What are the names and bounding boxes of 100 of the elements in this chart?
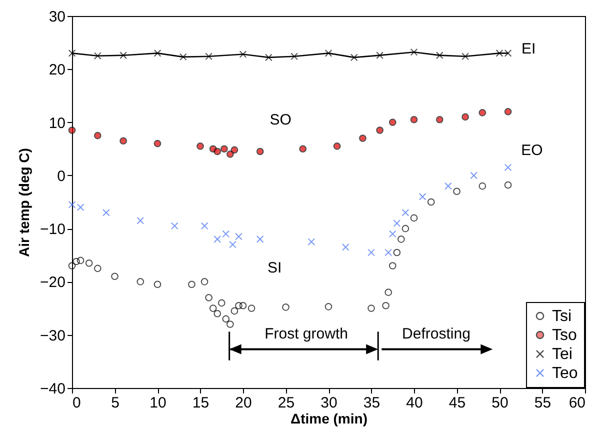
point — [68, 262, 76, 270]
point — [68, 50, 76, 57]
point — [418, 193, 426, 200]
point — [402, 208, 410, 216]
point — [376, 52, 384, 59]
point — [111, 272, 118, 280]
point — [230, 146, 238, 154]
point — [256, 236, 264, 243]
point — [384, 288, 392, 296]
y-tick-label: −10 — [40, 221, 66, 238]
point — [76, 204, 84, 211]
x-tick-label: 15 — [192, 394, 210, 412]
point — [504, 108, 512, 116]
point — [72, 258, 80, 266]
annotation: Defrosting — [402, 325, 470, 342]
point — [214, 236, 222, 243]
point — [235, 232, 242, 240]
point — [478, 109, 486, 116]
point — [235, 302, 242, 310]
point — [170, 222, 178, 230]
point — [388, 118, 396, 126]
point — [214, 148, 222, 156]
legend-label: Tsi — [552, 308, 572, 325]
point — [205, 52, 212, 60]
x-tick-label: 60 — [568, 394, 586, 412]
point — [324, 303, 332, 310]
annotation: SI — [268, 259, 282, 276]
point — [382, 302, 390, 310]
point — [188, 280, 196, 288]
legend-label: Teo — [552, 365, 578, 382]
point — [226, 320, 234, 328]
point — [218, 299, 226, 307]
annotation: EI — [521, 40, 536, 58]
point — [229, 240, 236, 248]
point — [196, 142, 204, 150]
point — [462, 52, 469, 60]
point — [179, 53, 187, 61]
point — [102, 208, 110, 216]
point — [462, 113, 469, 121]
point — [410, 48, 418, 56]
point — [368, 248, 375, 256]
point — [384, 248, 392, 256]
x-tick-label: 35 — [363, 394, 380, 412]
y-tick-label: −30 — [40, 327, 66, 344]
x-tick-label: 20 — [235, 394, 252, 412]
point — [222, 230, 230, 238]
x-tick-label: 10 — [150, 394, 166, 412]
x-tick-label: 30 — [320, 394, 338, 412]
point — [436, 52, 444, 59]
point — [68, 126, 76, 134]
point — [410, 214, 418, 222]
point — [94, 52, 102, 60]
point — [470, 172, 478, 180]
point — [68, 200, 76, 208]
point — [324, 50, 332, 57]
point — [402, 224, 410, 232]
point — [200, 222, 208, 230]
point — [120, 137, 127, 145]
annotation: SO — [270, 112, 292, 129]
x-tick-label: 25 — [278, 394, 295, 412]
point — [350, 54, 358, 62]
point — [120, 52, 127, 59]
annotation: Frost growth — [264, 325, 348, 342]
y-tick-label: −20 — [40, 274, 66, 292]
point — [136, 216, 144, 224]
point — [94, 132, 102, 140]
point — [76, 256, 84, 264]
legend-label: Tei — [552, 346, 572, 363]
x-tick-label: 45 — [448, 394, 466, 412]
point — [154, 280, 162, 288]
annotation: EO — [521, 142, 543, 159]
point — [290, 52, 298, 60]
y-tick-label: 30 — [48, 8, 66, 26]
point — [239, 302, 247, 310]
point — [94, 264, 102, 272]
point — [453, 188, 460, 196]
point — [427, 198, 435, 206]
point — [239, 50, 247, 58]
point — [85, 259, 93, 267]
point — [222, 315, 230, 323]
point — [359, 134, 366, 142]
point — [230, 307, 238, 315]
x-tick-label: 50 — [492, 394, 508, 412]
point — [504, 164, 512, 172]
point — [205, 294, 212, 302]
point — [368, 304, 375, 312]
y-tick-label: 20 — [48, 62, 66, 79]
point — [398, 236, 405, 243]
point — [264, 54, 272, 62]
x-tick-label: 5 — [111, 394, 120, 412]
point — [154, 50, 162, 57]
point — [388, 262, 396, 270]
point — [282, 304, 290, 311]
point — [444, 182, 452, 190]
y-tick-label: −40 — [40, 380, 66, 398]
point — [214, 310, 222, 318]
point — [209, 304, 217, 312]
point — [154, 140, 162, 148]
point — [248, 304, 256, 312]
point — [393, 248, 401, 256]
